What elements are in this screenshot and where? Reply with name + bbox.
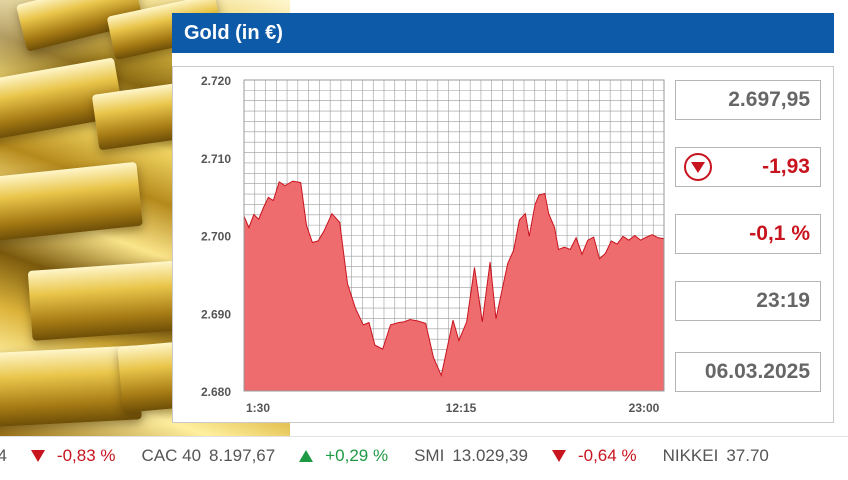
ticker-change: -0,83 % — [56, 445, 116, 465]
price-chart: 2.720 2.710 2.700 2.690 2.680 1:30 12:15 23:00 — [201, 74, 665, 415]
market-ticker: 84 -0,83 % CAC 40 8.197,67 +0,29 % SMI 1… — [0, 436, 848, 474]
chart-panel: 2.720 2.710 2.700 2.690 2.680 1:30 12:15 23:00… — [172, 66, 834, 423]
down-arrow-icon — [684, 153, 712, 181]
update-time: 23:19 — [675, 281, 821, 321]
x-tick-label: 12:15 — [446, 401, 477, 415]
y-tick-label: 2.720 — [201, 74, 231, 88]
ticker-value: 8.197,67 — [209, 445, 276, 465]
ticker-name: SMI — [414, 445, 445, 465]
ticker-change: -0,64 % — [577, 445, 637, 465]
ticker-name: CAC 40 — [141, 445, 202, 465]
down-triangle-icon — [30, 449, 45, 462]
y-tick-label: 2.710 — [201, 152, 231, 166]
ticker-change: +0,29 % — [325, 445, 389, 465]
price-line — [243, 180, 665, 378]
y-tick-label: 2.690 — [201, 307, 231, 321]
ticker-item[interactable]: SMI 13.029,39 -0,64 % — [414, 446, 662, 466]
y-axis-ticks: 2.720 2.710 2.700 2.690 2.680 — [201, 74, 231, 399]
up-triangle-icon — [299, 449, 314, 462]
ticker-value: 13.029,39 — [452, 445, 528, 465]
ticker-item[interactable]: 84 -0,83 % — [0, 446, 142, 466]
y-tick-label: 2.700 — [201, 230, 231, 244]
ticker-item[interactable]: NIKKEI 37.70 — [663, 446, 793, 466]
ticker-value: 84 — [0, 446, 7, 466]
update-date: 06.03.2025 — [675, 352, 821, 392]
x-tick-label: 1:30 — [246, 401, 270, 415]
x-axis-ticks: 1:30 12:15 23:00 — [246, 401, 660, 415]
ticker-item[interactable]: CAC 40 8.197,67 +0,29 % — [142, 446, 415, 466]
price-value: 2.697,95 — [675, 80, 821, 120]
down-triangle-icon — [551, 449, 566, 462]
price-area — [244, 181, 664, 391]
plot-frame — [243, 79, 665, 392]
ticker-value: 37.70 — [726, 445, 769, 465]
change-percent: -0,1 % — [675, 214, 821, 254]
ticker-name: NIKKEI — [662, 445, 719, 465]
x-tick-label: 23:00 — [629, 401, 660, 415]
card-title: Gold (in €) — [172, 13, 834, 53]
change-value-box: -1,93 — [675, 147, 821, 187]
gold-price-card: Gold (in €) 2.720 2.710 2.700 2.690 2.680 1:… — [172, 13, 834, 423]
change-value: -1,93 — [762, 155, 810, 178]
y-tick-label: 2.680 — [201, 385, 231, 399]
